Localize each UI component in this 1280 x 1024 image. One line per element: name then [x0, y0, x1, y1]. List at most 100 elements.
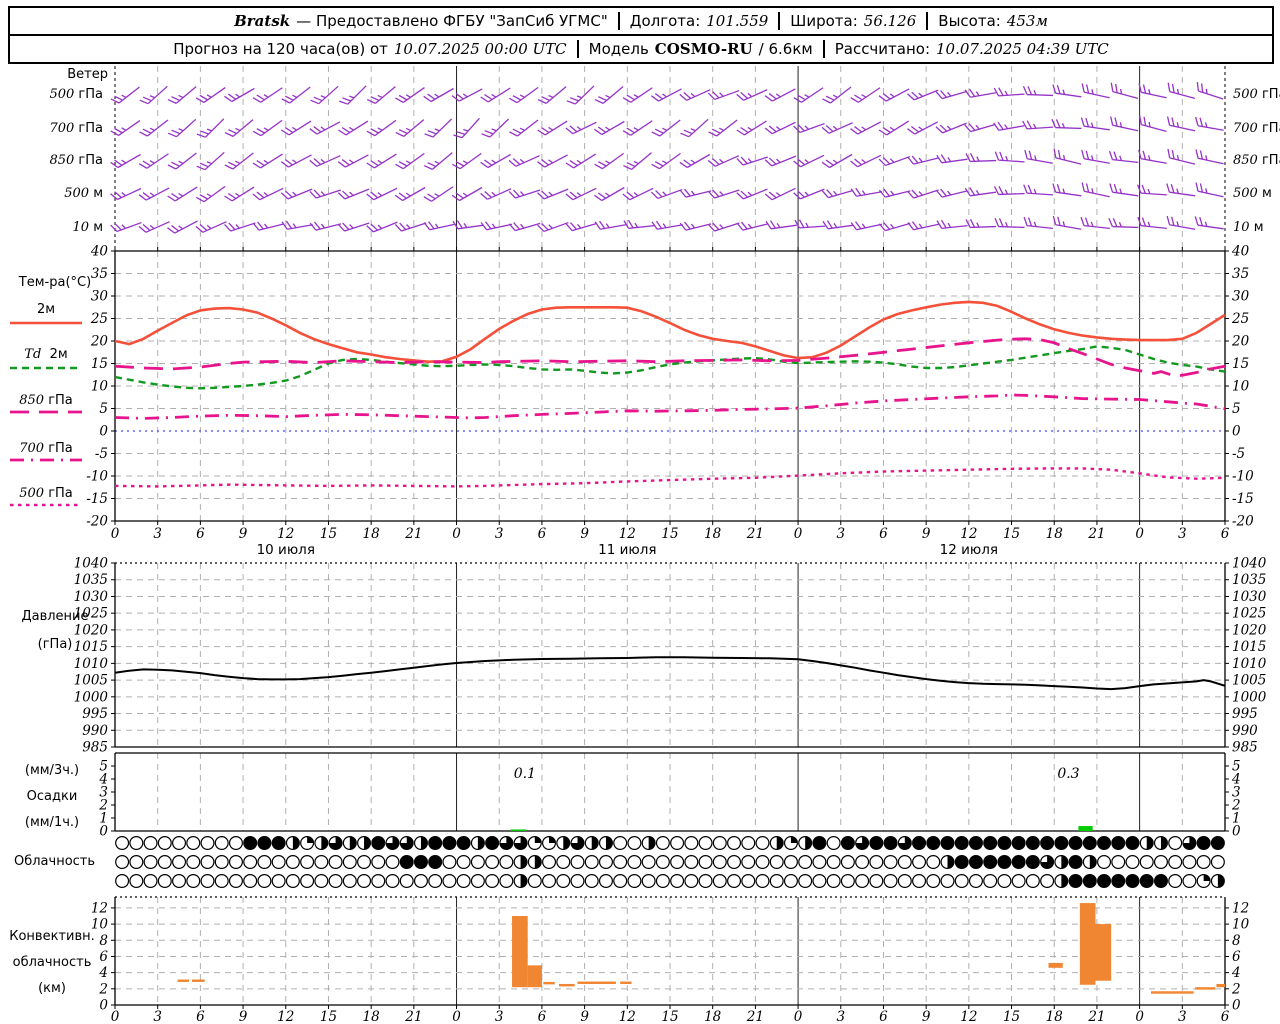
svg-text:12: 12	[619, 526, 636, 542]
legend-label-850: 850 гПа	[19, 393, 73, 408]
svg-text:6: 6	[1232, 949, 1241, 965]
svg-text:1010: 1010	[74, 656, 109, 672]
svg-text:12: 12	[960, 1009, 977, 1024]
temp-legend-lines	[10, 321, 82, 507]
svg-text:2: 2	[1231, 981, 1241, 997]
svg-text:3: 3	[1178, 526, 1187, 542]
svg-text:18: 18	[363, 1009, 381, 1024]
longitude-value: 101.559	[706, 12, 769, 30]
svg-text:0: 0	[794, 1009, 803, 1024]
conv-bar	[191, 979, 205, 982]
svg-text:18: 18	[1046, 1009, 1064, 1024]
svg-text:1: 1	[1232, 811, 1241, 827]
svg-text:25: 25	[1231, 311, 1249, 327]
svg-text:3: 3	[99, 785, 108, 801]
svg-text:-10: -10	[86, 469, 108, 485]
conv-bar	[512, 916, 528, 988]
conv-layer	[177, 903, 1225, 994]
station-name: Bratsk	[234, 12, 291, 30]
cloud-title: Облачность	[14, 854, 96, 869]
wind-level-500m-right: 500 м	[1233, 186, 1272, 201]
svg-text:9: 9	[580, 526, 589, 542]
svg-text:12: 12	[277, 526, 294, 542]
temp-series-layer	[114, 300, 1226, 488]
temp-line-t700	[114, 393, 1226, 420]
svg-text:-5: -5	[1232, 446, 1245, 462]
conv-bar	[543, 981, 555, 985]
conv-bar	[1095, 924, 1112, 981]
pressure-layer	[114, 656, 1226, 691]
model-name: COSMO-RU	[654, 40, 753, 58]
svg-text:2: 2	[98, 981, 108, 997]
pressure-units: (гПа)	[37, 637, 73, 652]
svg-text:3: 3	[836, 1009, 845, 1024]
svg-text:4: 4	[1231, 965, 1241, 981]
latitude-value: 56.126	[863, 12, 917, 30]
conv-bar	[559, 983, 575, 987]
svg-text:5: 5	[99, 759, 108, 775]
svg-text:0: 0	[1135, 1009, 1144, 1024]
precip-bar	[1078, 826, 1093, 831]
svg-text:3: 3	[495, 1009, 504, 1024]
header-row-1: Bratsk — Предоставлено ФГБУ "ЗапСиб УГМС…	[10, 8, 1272, 34]
svg-text:0.1: 0.1	[514, 766, 536, 782]
altitude-segment: Высота: 453м	[926, 12, 1058, 30]
provider-text: — Предоставлено ФГБУ "ЗапСиб УГМС"	[296, 12, 608, 30]
svg-text:9: 9	[580, 1009, 589, 1024]
pressure-title: Давление	[21, 609, 89, 624]
svg-text:3: 3	[153, 1009, 162, 1024]
svg-text:2: 2	[1231, 798, 1241, 814]
svg-text:40: 40	[90, 244, 109, 260]
legend-label-2m: 2м	[36, 302, 56, 317]
altitude-label: Высота:	[938, 12, 1001, 30]
model-resolution: / 6.6км	[758, 40, 813, 58]
svg-text:995: 995	[82, 706, 108, 722]
svg-text:0.3: 0.3	[1057, 766, 1079, 782]
svg-text:1015: 1015	[1232, 639, 1266, 655]
svg-text:0: 0	[1232, 424, 1241, 440]
calc-time: 10.07.2025 04:39 UTC	[936, 40, 1109, 58]
svg-text:10 июля: 10 июля	[257, 542, 315, 558]
altitude-value: 453м	[1006, 12, 1048, 30]
legend-label-700: 700 гПа	[19, 441, 73, 456]
svg-text:12: 12	[1232, 900, 1249, 916]
svg-text:5: 5	[1232, 401, 1241, 417]
svg-text:10: 10	[91, 379, 109, 395]
conv-bar	[527, 965, 542, 988]
svg-text:1025: 1025	[1232, 606, 1266, 622]
svg-text:4: 4	[98, 772, 108, 788]
header: Bratsk — Предоставлено ФГБУ "ЗапСиб УГМС…	[8, 6, 1274, 64]
svg-text:15: 15	[1003, 1009, 1020, 1024]
svg-text:1020: 1020	[1232, 622, 1267, 638]
svg-text:0: 0	[99, 424, 108, 440]
svg-text:15: 15	[320, 526, 337, 542]
latitude-label: Широта:	[790, 12, 858, 30]
conv-bar	[1048, 962, 1063, 968]
longitude-segment: Долгота: 101.559	[617, 12, 779, 30]
svg-text:0: 0	[99, 998, 108, 1014]
svg-text:5: 5	[1232, 759, 1241, 775]
legend-label-td2m: Td 2м	[24, 347, 68, 362]
svg-text:1030: 1030	[1232, 589, 1267, 605]
svg-text:20: 20	[90, 334, 109, 350]
conv-title-2: облачность	[12, 955, 92, 970]
wind-level-850hPa-right: 850 гПа	[1233, 153, 1280, 168]
svg-text:4: 4	[1231, 772, 1241, 788]
svg-text:0: 0	[1232, 998, 1241, 1014]
svg-text:985: 985	[1232, 740, 1258, 756]
wind-level-500m-left: 500 м	[64, 186, 103, 201]
svg-text:1040: 1040	[74, 556, 109, 572]
temp-panel-title: Тем-ра(°C)	[18, 275, 92, 290]
calc-label: Рассчитано:	[834, 40, 931, 58]
svg-text:6: 6	[196, 1009, 205, 1024]
svg-text:15: 15	[661, 526, 678, 542]
svg-text:1000: 1000	[1232, 689, 1267, 705]
svg-text:6: 6	[196, 526, 205, 542]
svg-text:21: 21	[404, 1009, 422, 1024]
svg-text:15: 15	[661, 1009, 678, 1024]
svg-text:3: 3	[153, 526, 162, 542]
precip-title: Осадки	[26, 789, 78, 804]
model-label: Модель	[588, 40, 649, 58]
svg-text:9: 9	[239, 526, 248, 542]
svg-text:-5: -5	[95, 446, 108, 462]
